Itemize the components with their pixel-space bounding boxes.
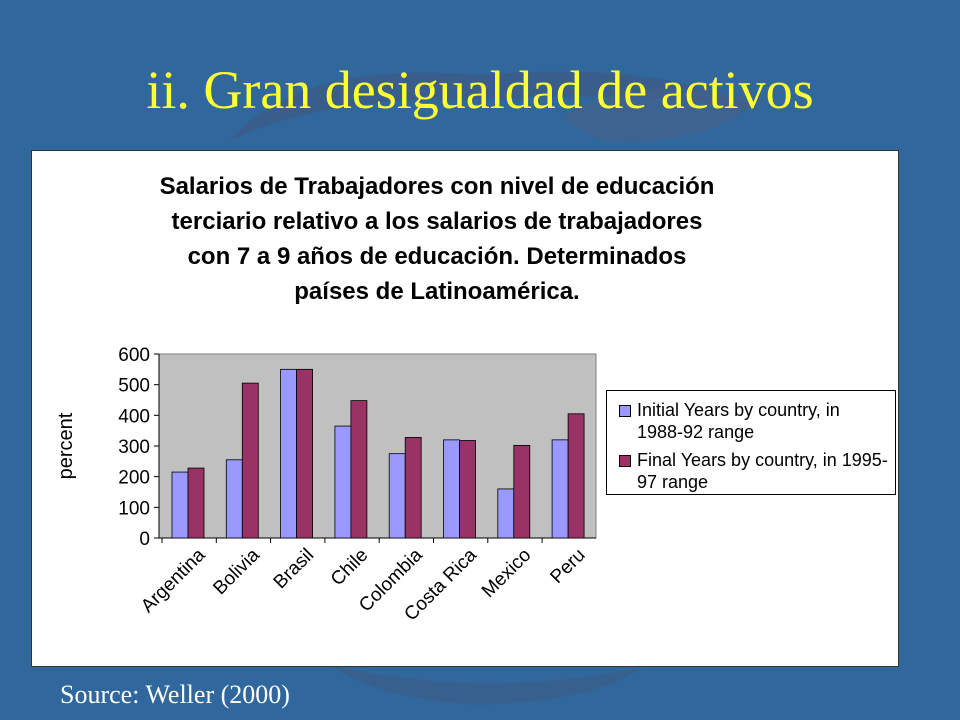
bar-initial [171, 471, 189, 539]
y-tick-label: 500 [118, 376, 150, 397]
chart-title: Salarios de Trabajadores con nivel de ed… [92, 169, 782, 309]
legend-label-initial: Initial Years by country, in 1988-92 ran… [637, 400, 840, 442]
x-tick-label: Chile [327, 545, 372, 590]
y-tick-label: 0 [139, 529, 150, 550]
plot-area [158, 353, 597, 539]
x-tick-label: Argentina [137, 544, 210, 617]
legend-item-initial: Initial Years by country, in 1988-92 ran… [619, 399, 889, 443]
bar-final [567, 413, 585, 539]
chart-panel: Salarios de Trabajadores con nivel de ed… [31, 150, 899, 667]
y-tick-label: 600 [118, 345, 150, 366]
bar-initial [443, 439, 460, 539]
legend-label-final: Final Years by country, in 1995-97 range [637, 450, 888, 492]
bar-final [513, 444, 531, 539]
y-tick-label: 300 [118, 437, 150, 458]
y-axis-label: percent [55, 412, 77, 479]
bar-final [187, 467, 205, 539]
x-tick-label: Bolivia [209, 544, 264, 599]
bar-initial [225, 459, 243, 539]
y-tick-label: 100 [118, 498, 150, 519]
bar-initial [388, 453, 406, 539]
bar-final [350, 400, 368, 539]
y-tick-label: 400 [118, 406, 150, 427]
x-tick-label: Peru [546, 545, 589, 588]
legend-swatch-final [619, 455, 631, 467]
legend-item-final: Final Years by country, in 1995-97 range [619, 449, 889, 493]
chart-title-line: Salarios de Trabajadores con nivel de ed… [159, 173, 715, 200]
bar-initial [551, 439, 569, 539]
bar-final [404, 437, 422, 539]
bar-initial [280, 368, 298, 539]
x-tick-label: Mexico [478, 545, 535, 602]
chart-legend: Initial Years by country, in 1988-92 ran… [606, 390, 896, 495]
bar-final [459, 440, 476, 539]
chart-title-line: terciario relativo a los salarios de tra… [171, 208, 703, 235]
bar-chart: 0 100 200 300 400 500 600 percent Argentina Boliv… [55, 345, 597, 625]
bar-initial [334, 425, 352, 539]
bar-final [241, 382, 259, 539]
bar-final [296, 368, 314, 539]
bar-initial [497, 488, 515, 539]
y-tick-label: 200 [118, 468, 150, 489]
chart-title-line: países de Latinoamérica. [294, 278, 580, 305]
source-citation: Source: Weller (2000) [60, 680, 290, 709]
legend-swatch-initial [619, 405, 631, 417]
chart-title-line: con 7 a 9 años de educación. Determinado… [187, 243, 687, 270]
slide-title: ii. Gran desigualdad de activos [146, 60, 814, 120]
x-tick-label: Brasil [270, 545, 318, 593]
